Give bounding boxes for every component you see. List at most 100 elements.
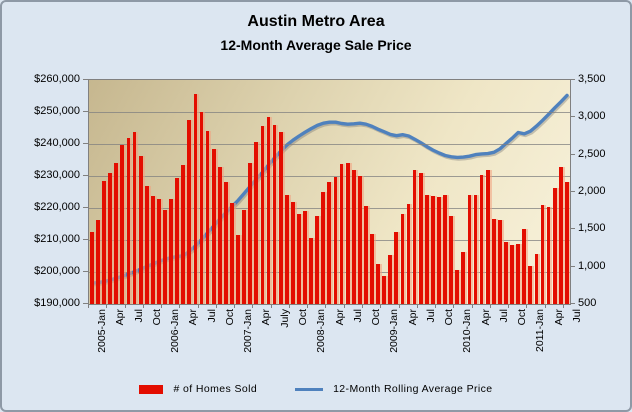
x-tick-label: Apr [552, 309, 565, 326]
homes-sold-bar [150, 195, 155, 304]
homes-sold-bar [552, 187, 557, 304]
y-left-tick-label: $260,000 [34, 73, 80, 85]
homes-sold-bar [564, 182, 569, 304]
x-tick-label: 2005-Jan [96, 309, 109, 353]
homes-sold-bar [522, 228, 527, 304]
legend-bar-swatch-icon [139, 384, 164, 394]
homes-sold-bar [114, 162, 119, 304]
homes-sold-bar [144, 186, 149, 304]
x-tick [142, 304, 144, 308]
homes-sold-bar [211, 149, 216, 304]
homes-sold-bar [169, 199, 173, 304]
homes-sold-bar [461, 251, 466, 304]
x-tick [307, 304, 309, 308]
y-right-tick-label: 1,500 [578, 222, 606, 235]
homes-sold-bar [473, 195, 478, 304]
x-tick [343, 304, 345, 308]
x-tick-label: Jul [351, 309, 364, 323]
y-right-tick [570, 79, 575, 80]
homes-sold-bar [516, 244, 520, 304]
x-tick [562, 304, 564, 308]
homes-sold-bar [424, 195, 429, 304]
y-right-tick-label: 500 [578, 297, 597, 309]
x-tick [288, 304, 290, 308]
x-tick [106, 304, 108, 308]
y-left-tick [83, 271, 88, 272]
homes-sold-bar [254, 141, 259, 304]
x-tick-label: 2009-Jan [388, 309, 401, 353]
chart-subtitle: 12-Month Average Sale Price [220, 37, 412, 53]
y-left-tick-label: $250,000 [34, 105, 80, 117]
homes-sold-bar [406, 203, 411, 304]
y-left-tick [83, 175, 88, 176]
homes-sold-bar [138, 156, 143, 304]
homes-sold-bar [467, 195, 472, 304]
homes-sold-bar [491, 218, 496, 304]
homes-sold-bar [528, 265, 533, 304]
homes-sold-bar [297, 213, 301, 304]
x-tick-label: Jul [570, 309, 583, 323]
gridline [89, 176, 570, 177]
x-tick [380, 304, 382, 308]
chart-title: Austin Metro Area [247, 13, 385, 30]
y-right-tick [570, 265, 575, 267]
homes-sold-bar [321, 192, 326, 304]
x-tick [544, 304, 546, 308]
homes-sold-bar [181, 165, 186, 304]
homes-sold-bar [376, 263, 380, 304]
x-tick [453, 304, 455, 308]
x-tick-label: Jul [132, 309, 145, 323]
x-tick [179, 304, 181, 308]
homes-sold-bar [327, 181, 332, 304]
homes-sold-bar [351, 170, 356, 304]
homes-sold-bar [230, 203, 234, 304]
legend-line-swatch-icon [295, 387, 324, 391]
homes-sold-bar [290, 201, 295, 304]
homes-sold-bar [278, 131, 283, 304]
homes-sold-bar [534, 253, 539, 304]
x-tick [435, 304, 437, 308]
x-tick-label: Apr [187, 309, 200, 326]
x-tick [215, 304, 217, 308]
homes-sold-bar [357, 176, 362, 304]
x-tick-label: Oct [370, 309, 383, 326]
homes-sold-bar [157, 199, 161, 304]
x-tick-label: Jul [205, 309, 218, 323]
homes-sold-bar [400, 214, 405, 304]
y-right-tick [570, 191, 575, 192]
x-tick-label: July [278, 309, 291, 328]
homes-sold-bar [497, 220, 502, 304]
homes-sold-bar [388, 255, 393, 304]
homes-sold-bar [266, 116, 271, 304]
x-tick [471, 304, 473, 308]
x-tick [124, 304, 126, 308]
homes-sold-bar [187, 119, 192, 304]
plot-area [88, 79, 571, 305]
homes-sold-bar [345, 162, 350, 304]
homes-sold-bar [193, 94, 198, 304]
homes-sold-bar [339, 164, 344, 304]
x-tick-label: Apr [333, 309, 346, 326]
homes-sold-bar [510, 245, 514, 304]
homes-sold-bar [546, 206, 551, 304]
homes-sold-bar [309, 237, 313, 304]
y-left-tick [83, 239, 88, 240]
homes-sold-bar [455, 269, 460, 304]
y-left-tick [83, 207, 88, 208]
homes-sold-bar [223, 182, 228, 304]
x-tick-label: Oct [296, 309, 309, 326]
y-left-tick [83, 79, 88, 80]
x-tick [197, 304, 199, 308]
homes-sold-bar [132, 131, 137, 304]
homes-sold-bar [443, 195, 447, 304]
x-tick-label: Oct [223, 309, 236, 326]
x-tick [361, 304, 363, 308]
homes-sold-bar [333, 177, 338, 304]
homes-sold-bar [242, 209, 247, 304]
homes-sold-bar [430, 196, 435, 304]
homes-sold-bar [364, 206, 368, 304]
y-left-tick [83, 143, 88, 144]
homes-sold-bar [260, 126, 265, 304]
y-left-tick-label: $200,000 [34, 265, 80, 277]
x-tick [252, 304, 254, 308]
